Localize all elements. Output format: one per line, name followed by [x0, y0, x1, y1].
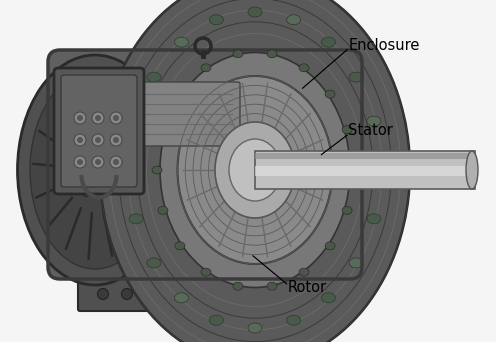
Circle shape [92, 156, 104, 168]
Ellipse shape [287, 15, 301, 25]
Ellipse shape [349, 258, 363, 268]
Ellipse shape [299, 64, 309, 72]
Ellipse shape [158, 206, 168, 214]
FancyBboxPatch shape [110, 71, 132, 253]
FancyBboxPatch shape [48, 50, 362, 279]
Ellipse shape [147, 72, 161, 82]
Ellipse shape [287, 315, 301, 325]
Circle shape [95, 137, 101, 143]
FancyBboxPatch shape [61, 75, 137, 187]
Ellipse shape [367, 116, 381, 126]
Circle shape [82, 188, 90, 196]
Ellipse shape [349, 72, 363, 82]
Ellipse shape [233, 50, 243, 58]
Circle shape [74, 134, 86, 146]
FancyBboxPatch shape [234, 71, 255, 253]
Ellipse shape [152, 166, 162, 174]
Ellipse shape [209, 15, 223, 25]
Ellipse shape [325, 90, 335, 98]
Ellipse shape [201, 268, 211, 276]
Ellipse shape [158, 126, 168, 134]
Ellipse shape [175, 242, 185, 250]
FancyBboxPatch shape [126, 82, 240, 146]
Ellipse shape [348, 166, 358, 174]
Text: Rotor: Rotor [288, 280, 327, 295]
Ellipse shape [201, 64, 211, 72]
Ellipse shape [267, 50, 277, 58]
Circle shape [100, 188, 108, 196]
Ellipse shape [321, 293, 335, 303]
Circle shape [74, 112, 86, 124]
FancyBboxPatch shape [130, 71, 152, 253]
FancyBboxPatch shape [223, 277, 302, 311]
FancyBboxPatch shape [172, 71, 193, 253]
Circle shape [92, 112, 104, 124]
FancyBboxPatch shape [275, 71, 296, 253]
Ellipse shape [367, 214, 381, 224]
FancyBboxPatch shape [54, 68, 144, 194]
Circle shape [110, 156, 122, 168]
Circle shape [95, 115, 101, 121]
Ellipse shape [373, 165, 387, 175]
Circle shape [77, 115, 83, 121]
Circle shape [256, 289, 267, 300]
Ellipse shape [147, 258, 161, 268]
Ellipse shape [466, 151, 478, 189]
Ellipse shape [267, 282, 277, 290]
Ellipse shape [129, 214, 143, 224]
Ellipse shape [342, 206, 352, 214]
FancyBboxPatch shape [78, 277, 152, 311]
Ellipse shape [303, 56, 397, 284]
Circle shape [100, 144, 108, 152]
FancyBboxPatch shape [90, 71, 111, 253]
Circle shape [110, 112, 122, 124]
Circle shape [73, 166, 81, 174]
FancyBboxPatch shape [192, 71, 214, 253]
Ellipse shape [215, 122, 295, 218]
Ellipse shape [175, 90, 185, 98]
Text: Stator: Stator [348, 123, 393, 138]
Ellipse shape [178, 76, 332, 264]
Circle shape [113, 137, 119, 143]
Ellipse shape [248, 7, 262, 17]
FancyBboxPatch shape [151, 71, 173, 253]
Circle shape [74, 156, 86, 168]
Ellipse shape [325, 242, 335, 250]
Ellipse shape [229, 139, 281, 201]
Bar [255, 151, 475, 189]
Ellipse shape [209, 315, 223, 325]
FancyBboxPatch shape [69, 71, 91, 253]
Ellipse shape [30, 71, 160, 269]
FancyBboxPatch shape [213, 71, 235, 253]
Ellipse shape [248, 323, 262, 333]
Circle shape [82, 144, 90, 152]
Circle shape [95, 159, 101, 165]
Ellipse shape [160, 53, 350, 288]
Circle shape [98, 289, 109, 300]
Ellipse shape [342, 126, 352, 134]
Circle shape [77, 159, 83, 165]
Circle shape [92, 134, 104, 146]
Bar [255, 153, 475, 159]
Ellipse shape [100, 0, 410, 342]
Circle shape [109, 166, 117, 174]
Ellipse shape [17, 55, 173, 285]
Ellipse shape [175, 293, 188, 303]
Ellipse shape [299, 268, 309, 276]
Circle shape [113, 159, 119, 165]
Ellipse shape [175, 37, 188, 47]
Bar [255, 166, 475, 176]
Circle shape [122, 289, 132, 300]
Circle shape [77, 137, 83, 143]
Text: Enclosure: Enclosure [348, 38, 420, 53]
Circle shape [113, 115, 119, 121]
Circle shape [110, 134, 122, 146]
Ellipse shape [321, 37, 335, 47]
Ellipse shape [233, 282, 243, 290]
Ellipse shape [123, 165, 137, 175]
Ellipse shape [129, 116, 143, 126]
FancyBboxPatch shape [254, 71, 276, 253]
